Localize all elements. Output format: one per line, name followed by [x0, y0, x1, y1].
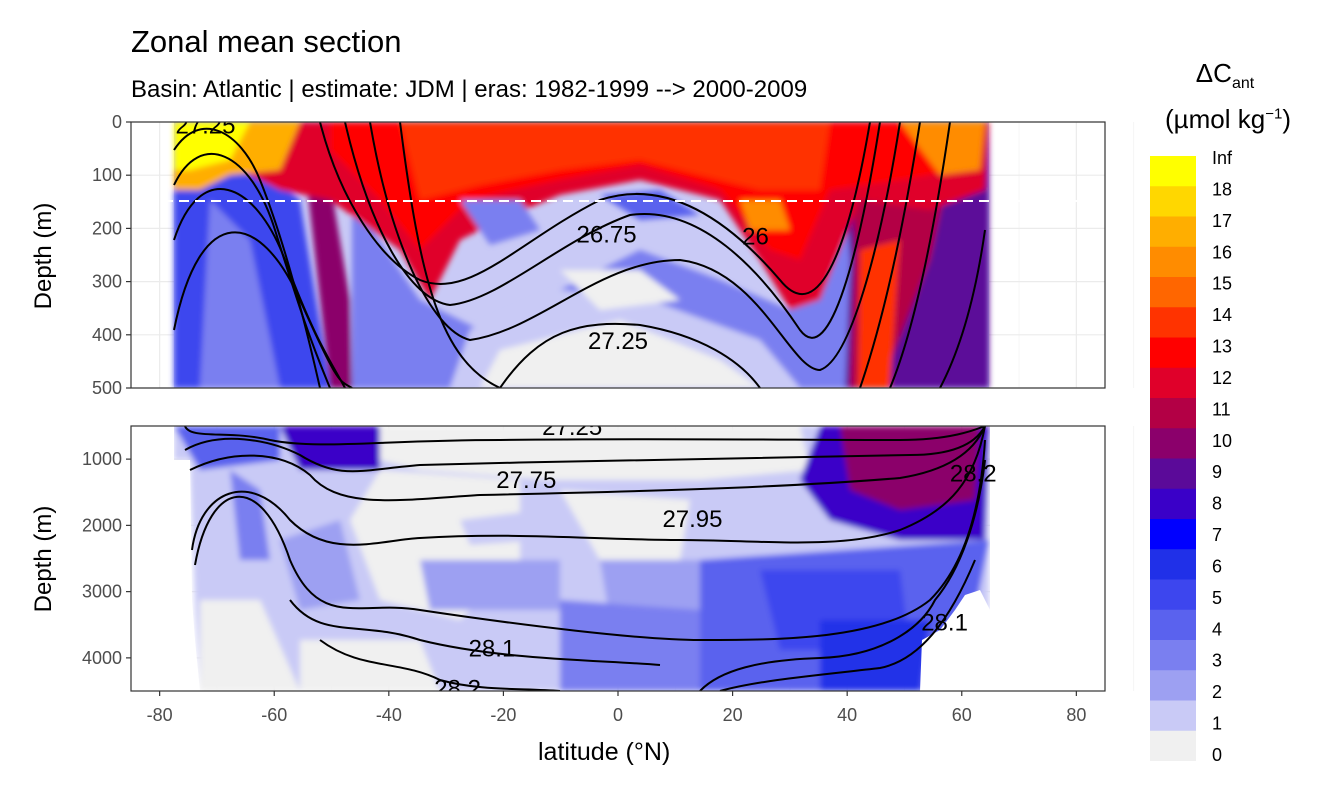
legend-swatch — [1150, 337, 1196, 369]
contour-label: 28.1 — [921, 609, 968, 636]
y-tick-label: 0 — [112, 112, 122, 132]
lower-panel-field: 27.25 27.75 27.95 28.1 28.2 28.1 28.2 — [131, 414, 1105, 703]
x-tick-label: -80 — [147, 705, 173, 725]
legend-break-label: 16 — [1212, 242, 1232, 262]
y-tick-label: 4000 — [82, 648, 122, 668]
contour-label: 27.25 — [588, 328, 648, 355]
y-tick-label: 1000 — [82, 449, 122, 469]
legend-break-label: 14 — [1212, 305, 1232, 325]
upper-panel-border — [130, 121, 1106, 389]
upper-y-axis: 0 100 200 300 400 500 — [92, 112, 131, 398]
legend-swatch — [1150, 670, 1196, 701]
legend-swatch — [1150, 519, 1196, 550]
lower-contour-labels: 27.25 27.75 27.95 28.1 28.2 28.1 28.2 — [434, 414, 997, 703]
legend-unit: (µmol kg−1) — [1165, 104, 1291, 134]
legend-break-label: 11 — [1212, 399, 1231, 419]
legend-title: ΔCant — [1195, 58, 1255, 93]
legend-swatch — [1150, 579, 1196, 611]
legend-break-label: 7 — [1212, 525, 1222, 545]
legend-break-label: Inf — [1212, 148, 1233, 168]
legend-swatch — [1150, 458, 1196, 490]
legend-break-label: 10 — [1212, 431, 1232, 451]
upper-panel-field: 27.25 26.75 26 27.25 — [131, 113, 1105, 388]
contour-label: 26.75 — [577, 222, 637, 249]
y-tick-label: 200 — [92, 218, 122, 238]
x-tick-label: -60 — [261, 705, 287, 725]
legend-break-label: 2 — [1212, 682, 1222, 702]
y-tick-label: 400 — [92, 325, 122, 345]
y-tick-label: 2000 — [82, 515, 122, 535]
legend-break-label: 1 — [1212, 714, 1222, 734]
legend-break-label: 17 — [1212, 211, 1232, 231]
legend-break-label: 9 — [1212, 462, 1222, 482]
x-axis-title: latitude (°N) — [538, 738, 671, 766]
chart-subtitle: Basin: Atlantic | estimate: JDM | eras: … — [131, 76, 808, 103]
legend-swatch — [1150, 216, 1196, 248]
legend-break-label: 5 — [1212, 588, 1222, 608]
upper-y-axis-title: Depth (m) — [30, 202, 57, 310]
contour-label: 27.75 — [496, 467, 556, 494]
contour-label: 27.25 — [542, 414, 602, 441]
contour-label: 27.95 — [662, 506, 722, 533]
legend-break-label: 13 — [1212, 337, 1232, 357]
legend-swatch — [1150, 156, 1196, 187]
lower-y-axis: 1000 2000 3000 4000 — [82, 449, 131, 668]
legend-swatch-zero — [1150, 730, 1196, 761]
x-tick-label: 0 — [613, 705, 623, 725]
upper-contour-labels: 27.25 26.75 26 27.25 — [175, 113, 769, 355]
legend-swatch — [1150, 609, 1196, 641]
x-tick-label: 60 — [952, 705, 972, 725]
legend-swatch — [1150, 488, 1196, 520]
legend-swatch — [1150, 307, 1196, 338]
lower-y-axis-title: Depth (m) — [30, 505, 57, 613]
contour-label: 28.2 — [950, 460, 997, 487]
chart-title: Zonal mean section — [131, 24, 402, 59]
y-tick-label: 100 — [92, 165, 122, 185]
contour-label: 28.2 — [434, 676, 481, 703]
x-tick-label: 80 — [1066, 705, 1086, 725]
legend-swatch — [1150, 640, 1196, 671]
legend-swatch — [1150, 549, 1196, 580]
x-tick-label: 40 — [837, 705, 857, 725]
legend-break-label: 15 — [1212, 274, 1232, 294]
legend-swatch — [1150, 428, 1196, 459]
legend-break-label: 3 — [1212, 651, 1222, 671]
legend-break-label: 6 — [1212, 556, 1222, 576]
legend-swatch — [1150, 186, 1196, 217]
legend-swatch — [1150, 398, 1196, 429]
legend-break-label: 18 — [1212, 179, 1232, 199]
legend-swatch — [1150, 277, 1196, 308]
contour-label: 26 — [742, 223, 769, 250]
legend-break-label: 4 — [1212, 619, 1222, 639]
legend-break-label: 8 — [1212, 494, 1222, 514]
legend-break-label: 12 — [1212, 368, 1232, 388]
y-tick-label: 500 — [92, 378, 122, 398]
legend-break-label: 0 — [1212, 745, 1222, 765]
legend-swatch — [1150, 246, 1196, 278]
legend-swatch — [1150, 367, 1196, 399]
x-tick-label: -40 — [376, 705, 402, 725]
x-tick-label: 20 — [723, 705, 743, 725]
x-axis: -80 -60 -40 -20 0 20 40 60 80 — [147, 691, 1086, 725]
contour-label: 27.25 — [175, 113, 235, 140]
y-tick-label: 300 — [92, 272, 122, 292]
y-tick-label: 3000 — [82, 582, 122, 602]
contour-label: 28.1 — [469, 635, 516, 662]
legend-swatch — [1150, 700, 1196, 732]
x-tick-label: -20 — [490, 705, 516, 725]
